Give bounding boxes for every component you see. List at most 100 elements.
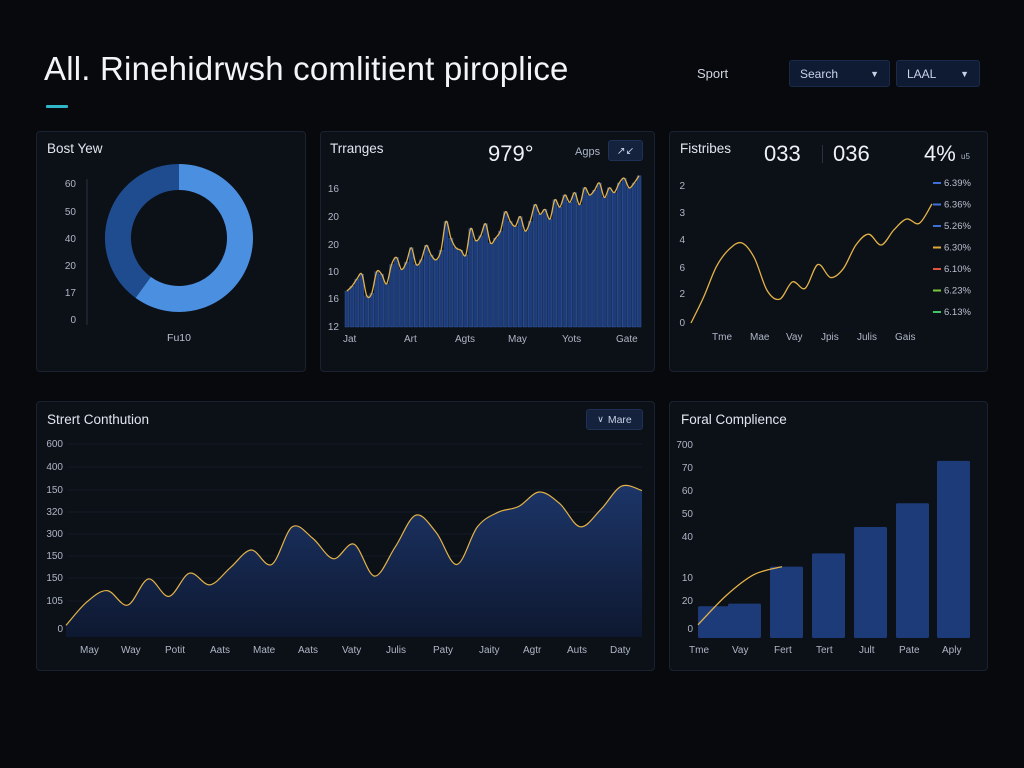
bar: [369, 293, 374, 328]
fistribes-panel: [669, 131, 988, 372]
bar: [547, 218, 553, 328]
bar: [344, 290, 350, 328]
bar: [458, 249, 464, 328]
y-tick-label: 2: [679, 181, 685, 192]
triangles-big-value: 979°: [488, 141, 534, 166]
language-dropdown[interactable]: LAAL ▼: [896, 60, 980, 87]
series-line: [690, 203, 933, 324]
y-tick-label: 600: [46, 439, 63, 450]
x-tick-label: May: [508, 334, 527, 345]
bar: [488, 242, 493, 328]
page-title: All. Rinehidrwsh comlitient piroplice: [44, 50, 569, 87]
legend-label: 6.30%: [944, 243, 971, 254]
donut-chart: 60 50 40 20 17 0 Fu10: [65, 164, 253, 344]
bar: [374, 271, 379, 328]
bar: [433, 259, 439, 328]
bar: [468, 228, 473, 328]
bar: [453, 247, 459, 328]
bar: [513, 225, 518, 328]
bar: [414, 264, 419, 328]
bar: [597, 182, 602, 328]
bar: [522, 230, 528, 328]
bar: [617, 182, 622, 328]
x-tick-label: Agtr: [523, 645, 542, 656]
x-tick-label: Julis: [857, 332, 877, 343]
bar: [493, 237, 498, 328]
expand-icon: ↗↙: [616, 144, 635, 157]
bar: [419, 259, 424, 328]
chevron-down-icon: ▼: [870, 68, 879, 79]
y-tick-label: 320: [46, 507, 63, 518]
street-panel-title: Strert Conthution: [47, 412, 150, 427]
x-tick-label: Fert: [774, 645, 792, 656]
x-tick-label: Yots: [562, 334, 581, 345]
x-tick-label: Julis: [386, 645, 406, 656]
y-tick-label: 40: [65, 234, 77, 245]
y-tick-label: 20: [328, 212, 340, 223]
y-tick-label: 0: [57, 624, 63, 635]
bar: [503, 211, 508, 328]
y-tick-label: 0: [679, 318, 685, 329]
series-line: [697, 566, 783, 626]
street-range-dropdown[interactable]: ∨ Mare: [586, 409, 643, 430]
y-tick-label: 20: [682, 596, 694, 607]
x-tick-label: Tme: [712, 332, 732, 343]
x-tick-label: Daty: [610, 645, 631, 656]
y-tick-label: 16: [328, 294, 340, 305]
x-tick-label: Aats: [298, 645, 318, 656]
bar: [498, 230, 503, 328]
legend-label: 6.39%: [944, 178, 971, 189]
bar: [552, 199, 558, 328]
legend-label: 6.36%: [944, 200, 971, 211]
donut-slice: [105, 164, 180, 298]
y-tick-label: 70: [682, 463, 694, 474]
x-tick-label: May: [80, 645, 99, 656]
nav-link-sport[interactable]: Sport: [697, 66, 729, 81]
bar: [349, 285, 355, 328]
x-tick-label: Art: [404, 334, 417, 345]
x-tick-label: Vay: [786, 332, 803, 343]
bar: [577, 204, 582, 328]
bar: [478, 235, 483, 328]
fistribes-value-a: 033: [764, 141, 801, 166]
bar: [622, 178, 627, 328]
bar: [448, 237, 454, 328]
triangles-small-label: Agps: [575, 146, 601, 158]
x-tick-label: Tme: [689, 645, 709, 656]
bar: [438, 249, 444, 328]
bar: [409, 247, 414, 328]
donut-slice: [135, 164, 253, 312]
bar: [812, 553, 845, 638]
bar: [542, 209, 548, 328]
expand-button[interactable]: ↗↙: [608, 140, 643, 161]
x-tick-label: Jpis: [821, 332, 839, 343]
x-tick-label: Mae: [750, 332, 770, 343]
y-tick-label: 60: [682, 486, 694, 497]
y-tick-label: 20: [328, 240, 340, 251]
y-tick-label: 6: [679, 263, 685, 274]
x-tick-label: Tert: [816, 645, 833, 656]
y-tick-label: 4: [679, 235, 685, 246]
bar: [389, 264, 394, 328]
bar: [896, 503, 929, 638]
bar: [612, 192, 617, 328]
y-tick-label: 0: [687, 624, 693, 635]
x-tick-label: Paty: [433, 645, 453, 656]
bar: [508, 221, 513, 328]
donut-caption: Fu10: [167, 332, 191, 344]
search-dropdown[interactable]: Search ▼: [789, 60, 890, 87]
y-tick-label: 60: [65, 179, 77, 190]
bar: [379, 273, 384, 328]
area-fill: [66, 485, 642, 637]
x-tick-label: Potit: [165, 645, 185, 656]
bar: [404, 261, 409, 328]
bar: [770, 566, 803, 638]
bar: [572, 192, 577, 328]
bar: [557, 206, 563, 328]
x-tick-label: Vaty: [342, 645, 361, 656]
y-tick-label: 10: [328, 267, 340, 278]
bar: [607, 187, 612, 328]
bar: [483, 223, 488, 328]
bar: [587, 194, 592, 328]
y-tick-label: 40: [682, 532, 694, 543]
